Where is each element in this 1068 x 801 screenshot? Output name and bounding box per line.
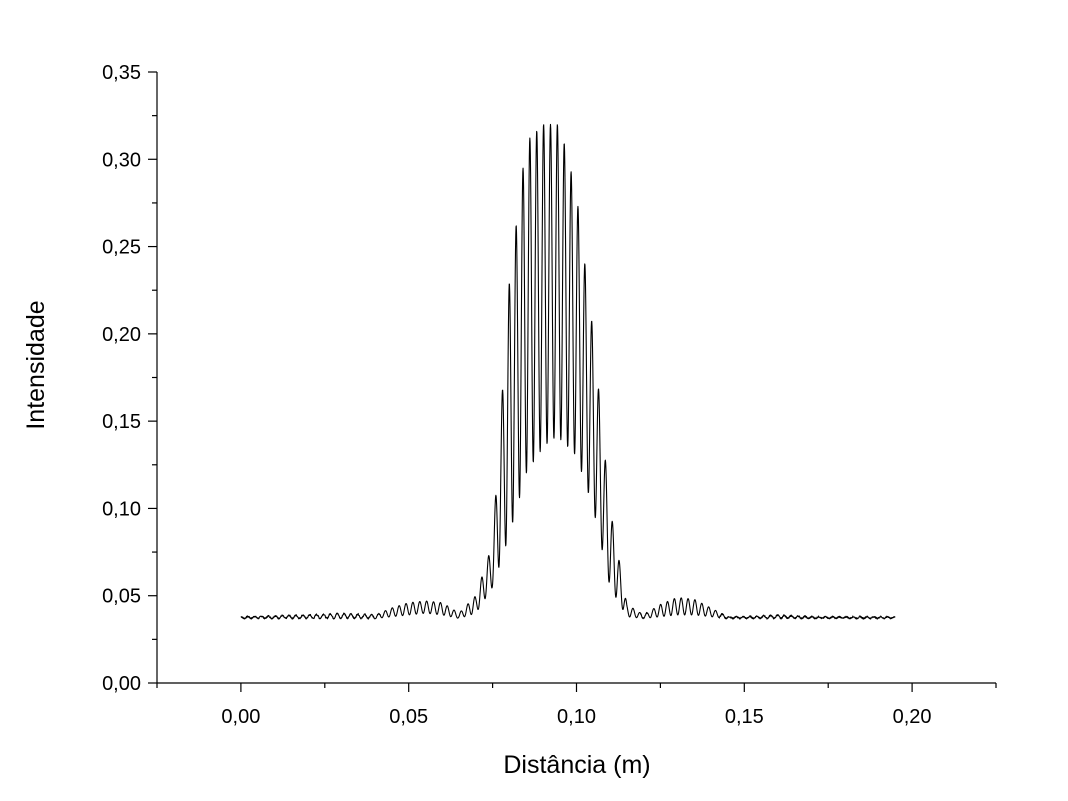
x-tick-label: 0,15 — [725, 706, 764, 728]
y-tick-label: 0,05 — [102, 586, 141, 608]
x-tick-label: 0,20 — [893, 706, 932, 728]
y-tick-label: 0,30 — [102, 149, 141, 171]
y-tick-label: 0,00 — [102, 673, 141, 695]
x-tick-label: 0,00 — [221, 706, 260, 728]
ticks-group — [148, 71, 997, 692]
y-tick-label: 0,25 — [102, 237, 141, 259]
y-tick-label: 0,10 — [102, 498, 141, 520]
tick-labels-group: 0,00 0,05 0,10 0,15 0,20 0,25 0,30 0,35 0,00 0,05… — [102, 62, 932, 728]
x-axis-title: Distância (m) — [503, 751, 650, 779]
y-tick-label: 0,20 — [102, 324, 141, 346]
axes-group — [156, 72, 996, 684]
y-tick-label: 0,15 — [102, 411, 141, 433]
y-axis-title: Intensidade — [22, 300, 50, 429]
x-tick-label: 0,05 — [389, 706, 428, 728]
x-tick-label: 0,10 — [557, 706, 596, 728]
intensity-line — [240, 123, 896, 620]
y-tick-label: 0,35 — [102, 62, 141, 84]
